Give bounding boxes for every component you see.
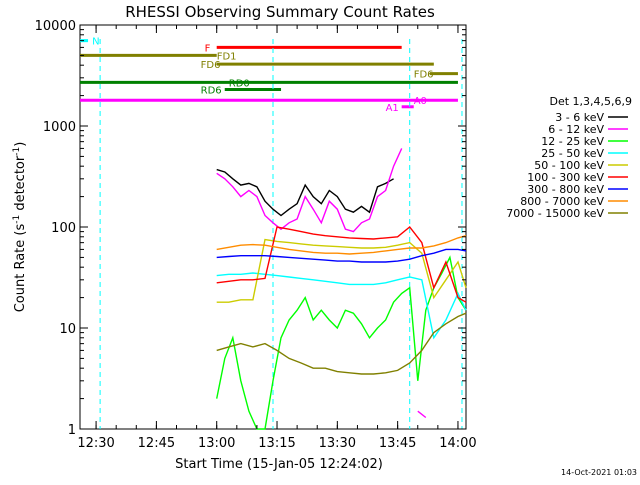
flag-label: FD6: [201, 60, 221, 71]
series-line: [216, 272, 467, 340]
x-axis-label: Start Time (15-Jan-05 12:24:02): [175, 457, 383, 472]
series-line: [216, 226, 467, 303]
series-line: [216, 248, 467, 263]
flag-label: RD6: [201, 85, 222, 96]
legend-label: 25 - 50 keV: [541, 147, 604, 160]
y-axis-label-mid: detector: [13, 155, 28, 215]
flag-label: FD6: [414, 70, 434, 81]
legend-label: 7000 - 15000 keV: [506, 207, 604, 220]
legend-label: 3 - 6 keV: [555, 111, 604, 124]
x-axis-ticks: 12:30 12:45 13:00 13:15 13:30 13:45 14:00: [77, 25, 477, 451]
y-axis-ticks: 10000 1000 100 10 1: [35, 19, 466, 438]
legend-label: 6 - 12 keV: [548, 123, 604, 136]
series-line: [216, 148, 403, 233]
y-axis-label-main: Count Rate (s: [13, 224, 28, 313]
x-tick-label: 12:45: [138, 436, 175, 451]
x-tick-label: 13:30: [319, 436, 356, 451]
series-group: [216, 148, 467, 430]
timestamp: 14-Oct-2021 01:03: [561, 468, 637, 477]
chart-title: RHESSI Observing Summary Count Rates: [125, 3, 435, 21]
legend-label: 100 - 300 keV: [527, 171, 604, 184]
flag-label: F: [205, 43, 211, 54]
flag-label: N: [92, 37, 99, 48]
y-tick-label: 100: [51, 221, 76, 236]
legend-label: 12 - 25 keV: [541, 135, 604, 148]
series-line: [216, 312, 467, 375]
flag-label: RD0: [229, 78, 250, 89]
y-axis-label: Count Rate (s-1 detector-1): [12, 142, 28, 313]
legend-label: 50 - 100 keV: [534, 159, 604, 172]
y-tick-label: 1: [68, 423, 76, 438]
y-axis-label-sup1: -1: [12, 215, 22, 224]
x-tick-label: 14:00: [439, 436, 476, 451]
y-tick-label: 1000: [43, 120, 76, 135]
flag-label: FD1: [217, 51, 237, 62]
legend-label: 300 - 800 keV: [527, 183, 604, 196]
y-axis-label-end: ): [13, 142, 28, 147]
y-tick-label: 10000: [35, 19, 76, 34]
flag-label: A0: [414, 96, 427, 107]
legend-title: Det 1,3,4,5,6,9: [549, 95, 632, 108]
x-tick-label: 13:00: [198, 436, 235, 451]
series-line: [216, 238, 467, 303]
legend-label: 800 - 7000 keV: [520, 195, 604, 208]
vertical-markers-group: [99, 39, 463, 429]
series-line: [417, 410, 427, 419]
x-tick-label: 12:30: [77, 436, 114, 451]
y-tick-label: 10: [59, 322, 76, 337]
y-axis-label-sup2: -1: [12, 147, 22, 156]
series-line: [216, 235, 467, 255]
x-tick-label: 13:45: [379, 436, 416, 451]
x-tick-label: 13:15: [258, 436, 295, 451]
series-line: [216, 255, 467, 430]
series-line: [216, 168, 394, 217]
flag-label: A1: [386, 103, 399, 114]
